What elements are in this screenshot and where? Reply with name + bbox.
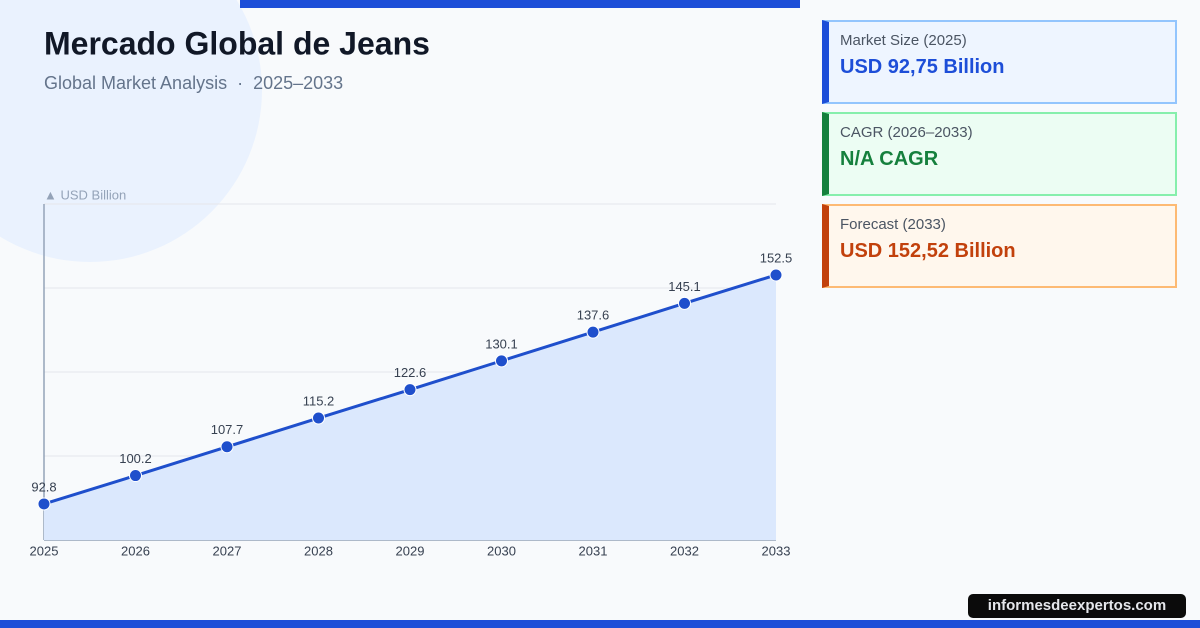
card-value: USD 92,75 Billion xyxy=(840,56,1005,78)
x-tick-label: 2025 xyxy=(30,543,59,558)
value-label: 92.8 xyxy=(31,479,56,494)
value-label: 130.1 xyxy=(485,336,518,351)
point xyxy=(586,325,600,339)
area xyxy=(44,274,776,540)
chart-title: Mercado Global de Jeans xyxy=(44,25,430,61)
bottom-bar xyxy=(0,620,800,628)
chart: Mercado Global de Jeans Global Market An… xyxy=(0,0,800,628)
point xyxy=(678,296,691,310)
card-label: Forecast (2033) xyxy=(840,216,946,233)
point xyxy=(403,383,417,397)
point xyxy=(312,411,325,425)
x-tick-label: 2029 xyxy=(396,543,425,558)
x-tick-label: 2031 xyxy=(579,543,608,558)
stat-card: Forecast (2033) USD 152,52 Billion xyxy=(822,204,1177,288)
stat-card: CAGR (2026–2033) N/A CAGR xyxy=(822,112,1177,196)
chart-subtitle: Global Market Analysis · 2025–2033 xyxy=(44,73,343,93)
x-tick-label: 2033 xyxy=(762,543,791,558)
value-label: 145.1 xyxy=(668,279,701,294)
footer-brand: informesdeexpertos.com xyxy=(968,594,1186,618)
point xyxy=(769,268,783,282)
value-label: 152.5 xyxy=(760,250,793,265)
x-tick-label: 2030 xyxy=(487,543,516,558)
x-tick-label: 2028 xyxy=(304,543,333,558)
point xyxy=(220,440,234,454)
card-value: USD 152,52 Billion xyxy=(840,240,1016,262)
y-axis-label: ▲ USD Billion xyxy=(44,187,126,202)
x-tick-label: 2032 xyxy=(670,543,699,558)
point xyxy=(37,497,51,511)
top-bar xyxy=(240,0,800,8)
point xyxy=(495,354,508,368)
value-label: 122.6 xyxy=(394,365,427,380)
bottom-bar xyxy=(800,620,1200,628)
card-label: Market Size (2025) xyxy=(840,32,967,49)
value-label: 100.2 xyxy=(119,451,152,466)
card-value: N/A CAGR xyxy=(840,148,939,170)
value-label: 137.6 xyxy=(577,308,610,323)
x-tick-label: 2027 xyxy=(213,543,242,558)
value-label: 115.2 xyxy=(303,393,335,408)
card-label: CAGR (2026–2033) xyxy=(840,124,973,141)
stat-card: Market Size (2025) USD 92,75 Billion xyxy=(822,20,1177,104)
x-tick-label: 2026 xyxy=(121,543,150,558)
point xyxy=(129,469,142,483)
decor-circle xyxy=(0,0,262,262)
value-label: 107.7 xyxy=(211,422,244,437)
